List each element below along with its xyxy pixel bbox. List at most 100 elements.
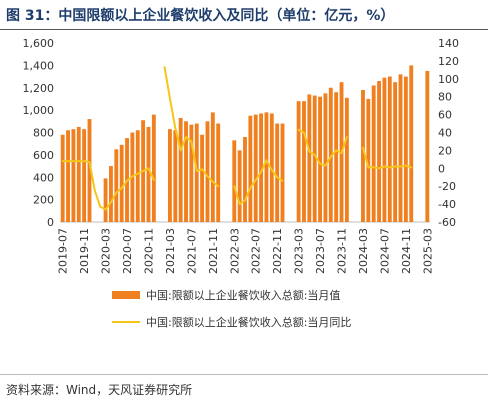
right-axis: -60 -40 -20 0 20 40 60 80 100 120 140 (438, 37, 459, 229)
bar (87, 119, 92, 222)
bar (60, 134, 65, 222)
bar (275, 123, 280, 222)
x-tick-label: 2021-11 (207, 228, 220, 274)
bar (334, 92, 339, 222)
x-tick-label: 2024-07 (378, 228, 391, 274)
bar (259, 113, 264, 222)
x-tick-label: 2021-03 (164, 228, 177, 274)
bar (403, 76, 408, 222)
bar (425, 70, 430, 222)
x-tick-label: 2022-07 (250, 228, 263, 274)
source-bar: 资料来源：Wind，天风证券研究所 (0, 374, 488, 403)
y-right-tick-label: 120 (438, 55, 459, 68)
y-left-tick-label: 600 (33, 149, 54, 162)
bar (109, 166, 113, 222)
x-tick-label: 2019-07 (57, 228, 70, 274)
bar (361, 89, 365, 222)
bar (173, 130, 178, 222)
bar (366, 98, 371, 222)
bar (146, 126, 151, 222)
y-right-tick-label: 140 (438, 37, 459, 50)
y-right-tick-label: -20 (438, 180, 456, 193)
y-left-tick-label: 1,200 (23, 82, 55, 95)
bar (296, 101, 301, 222)
bar (344, 97, 349, 222)
y-right-tick-label: 80 (438, 91, 452, 104)
legend-bar-label: 中国:限额以上企业餐饮收入总额:当月值 (146, 288, 340, 302)
x-tick-label: 2024-11 (400, 228, 413, 274)
bar (328, 87, 333, 222)
x-tick-label: 2020-07 (121, 228, 134, 274)
bar (237, 150, 242, 222)
y-right-tick-label: 0 (438, 162, 445, 175)
bar (243, 136, 247, 222)
bar (189, 124, 194, 222)
bar (135, 130, 140, 222)
y-right-tick-label: 100 (438, 73, 459, 86)
bar (393, 82, 398, 222)
y-right-tick-label: -60 (438, 216, 456, 229)
bar (167, 129, 172, 222)
y-left-tick-label: 1,600 (23, 37, 55, 50)
bar (216, 123, 221, 222)
x-tick-label: 2025-03 (421, 228, 434, 274)
x-tick-label: 2023-11 (336, 228, 349, 274)
legend-bar-swatch (112, 291, 140, 299)
bar (409, 65, 414, 222)
x-tick-label: 2020-03 (100, 228, 113, 274)
x-tick-label: 2024-03 (357, 228, 370, 274)
title-bar: 图 31：中国限额以上企业餐饮收入及同比（单位：亿元，%） (0, 0, 488, 30)
legend: 中国:限额以上企业餐饮收入总额:当月值 中国:限额以上企业餐饮收入总额:当月同比 (112, 288, 351, 329)
bar (248, 115, 253, 222)
y-right-tick-label: -40 (438, 198, 456, 211)
x-tick-label: 2019-11 (78, 228, 91, 274)
bar (76, 126, 81, 222)
bar (382, 77, 387, 223)
y-right-tick-label: 60 (438, 109, 452, 122)
source-note: 资料来源：Wind，天风证券研究所 (6, 383, 193, 397)
bar (184, 121, 188, 222)
bar (200, 134, 205, 222)
bar (398, 74, 403, 222)
y-left-tick-label: 1,400 (23, 59, 55, 72)
y-left-tick-label: 800 (33, 127, 54, 140)
x-tick-label: 2022-03 (228, 228, 241, 274)
bar (205, 121, 210, 222)
chart-title: 图 31：中国限额以上企业餐饮收入及同比（单位：亿元，%） (6, 8, 395, 24)
bar (114, 149, 119, 222)
y-right-tick-label: 20 (438, 144, 452, 157)
y-left-tick-label: 1,000 (23, 104, 55, 117)
y-left-tick-label: 400 (33, 171, 54, 184)
x-tick-label: 2022-11 (271, 228, 284, 274)
bar (71, 129, 76, 222)
bar (377, 81, 381, 222)
y-left-tick-label: 0 (47, 216, 54, 229)
bar (302, 101, 306, 222)
bar (387, 76, 392, 222)
bar (323, 93, 328, 222)
bar (371, 85, 376, 222)
bar (307, 94, 312, 222)
x-tick-label: 2020-11 (142, 228, 155, 274)
bar (178, 117, 183, 222)
bar (66, 130, 70, 222)
y-right-tick-label: 40 (438, 127, 452, 140)
x-tick-label: 2023-07 (314, 228, 327, 274)
bar (318, 96, 323, 222)
bar (130, 132, 135, 222)
bar (264, 112, 269, 222)
bar (119, 144, 124, 222)
x-tick-label: 2021-07 (185, 228, 198, 274)
bar (82, 129, 87, 222)
y-left-tick-label: 200 (33, 194, 54, 207)
x-axis: 2019-07 2019-11 2020-03 2020-07 2020-11 2021-… (57, 228, 435, 274)
x-tick-label: 2023-03 (293, 228, 306, 274)
bar (280, 123, 285, 222)
bar (194, 123, 199, 222)
left-axis: 0 200 400 600 800 1,000 1,200 1,400 1,600 (23, 37, 55, 229)
bar (103, 178, 108, 222)
legend-line-label: 中国:限额以上企业餐饮收入总额:当月同比 (146, 315, 351, 329)
bar-series (60, 65, 430, 223)
bar (253, 114, 258, 222)
bar (151, 114, 156, 222)
